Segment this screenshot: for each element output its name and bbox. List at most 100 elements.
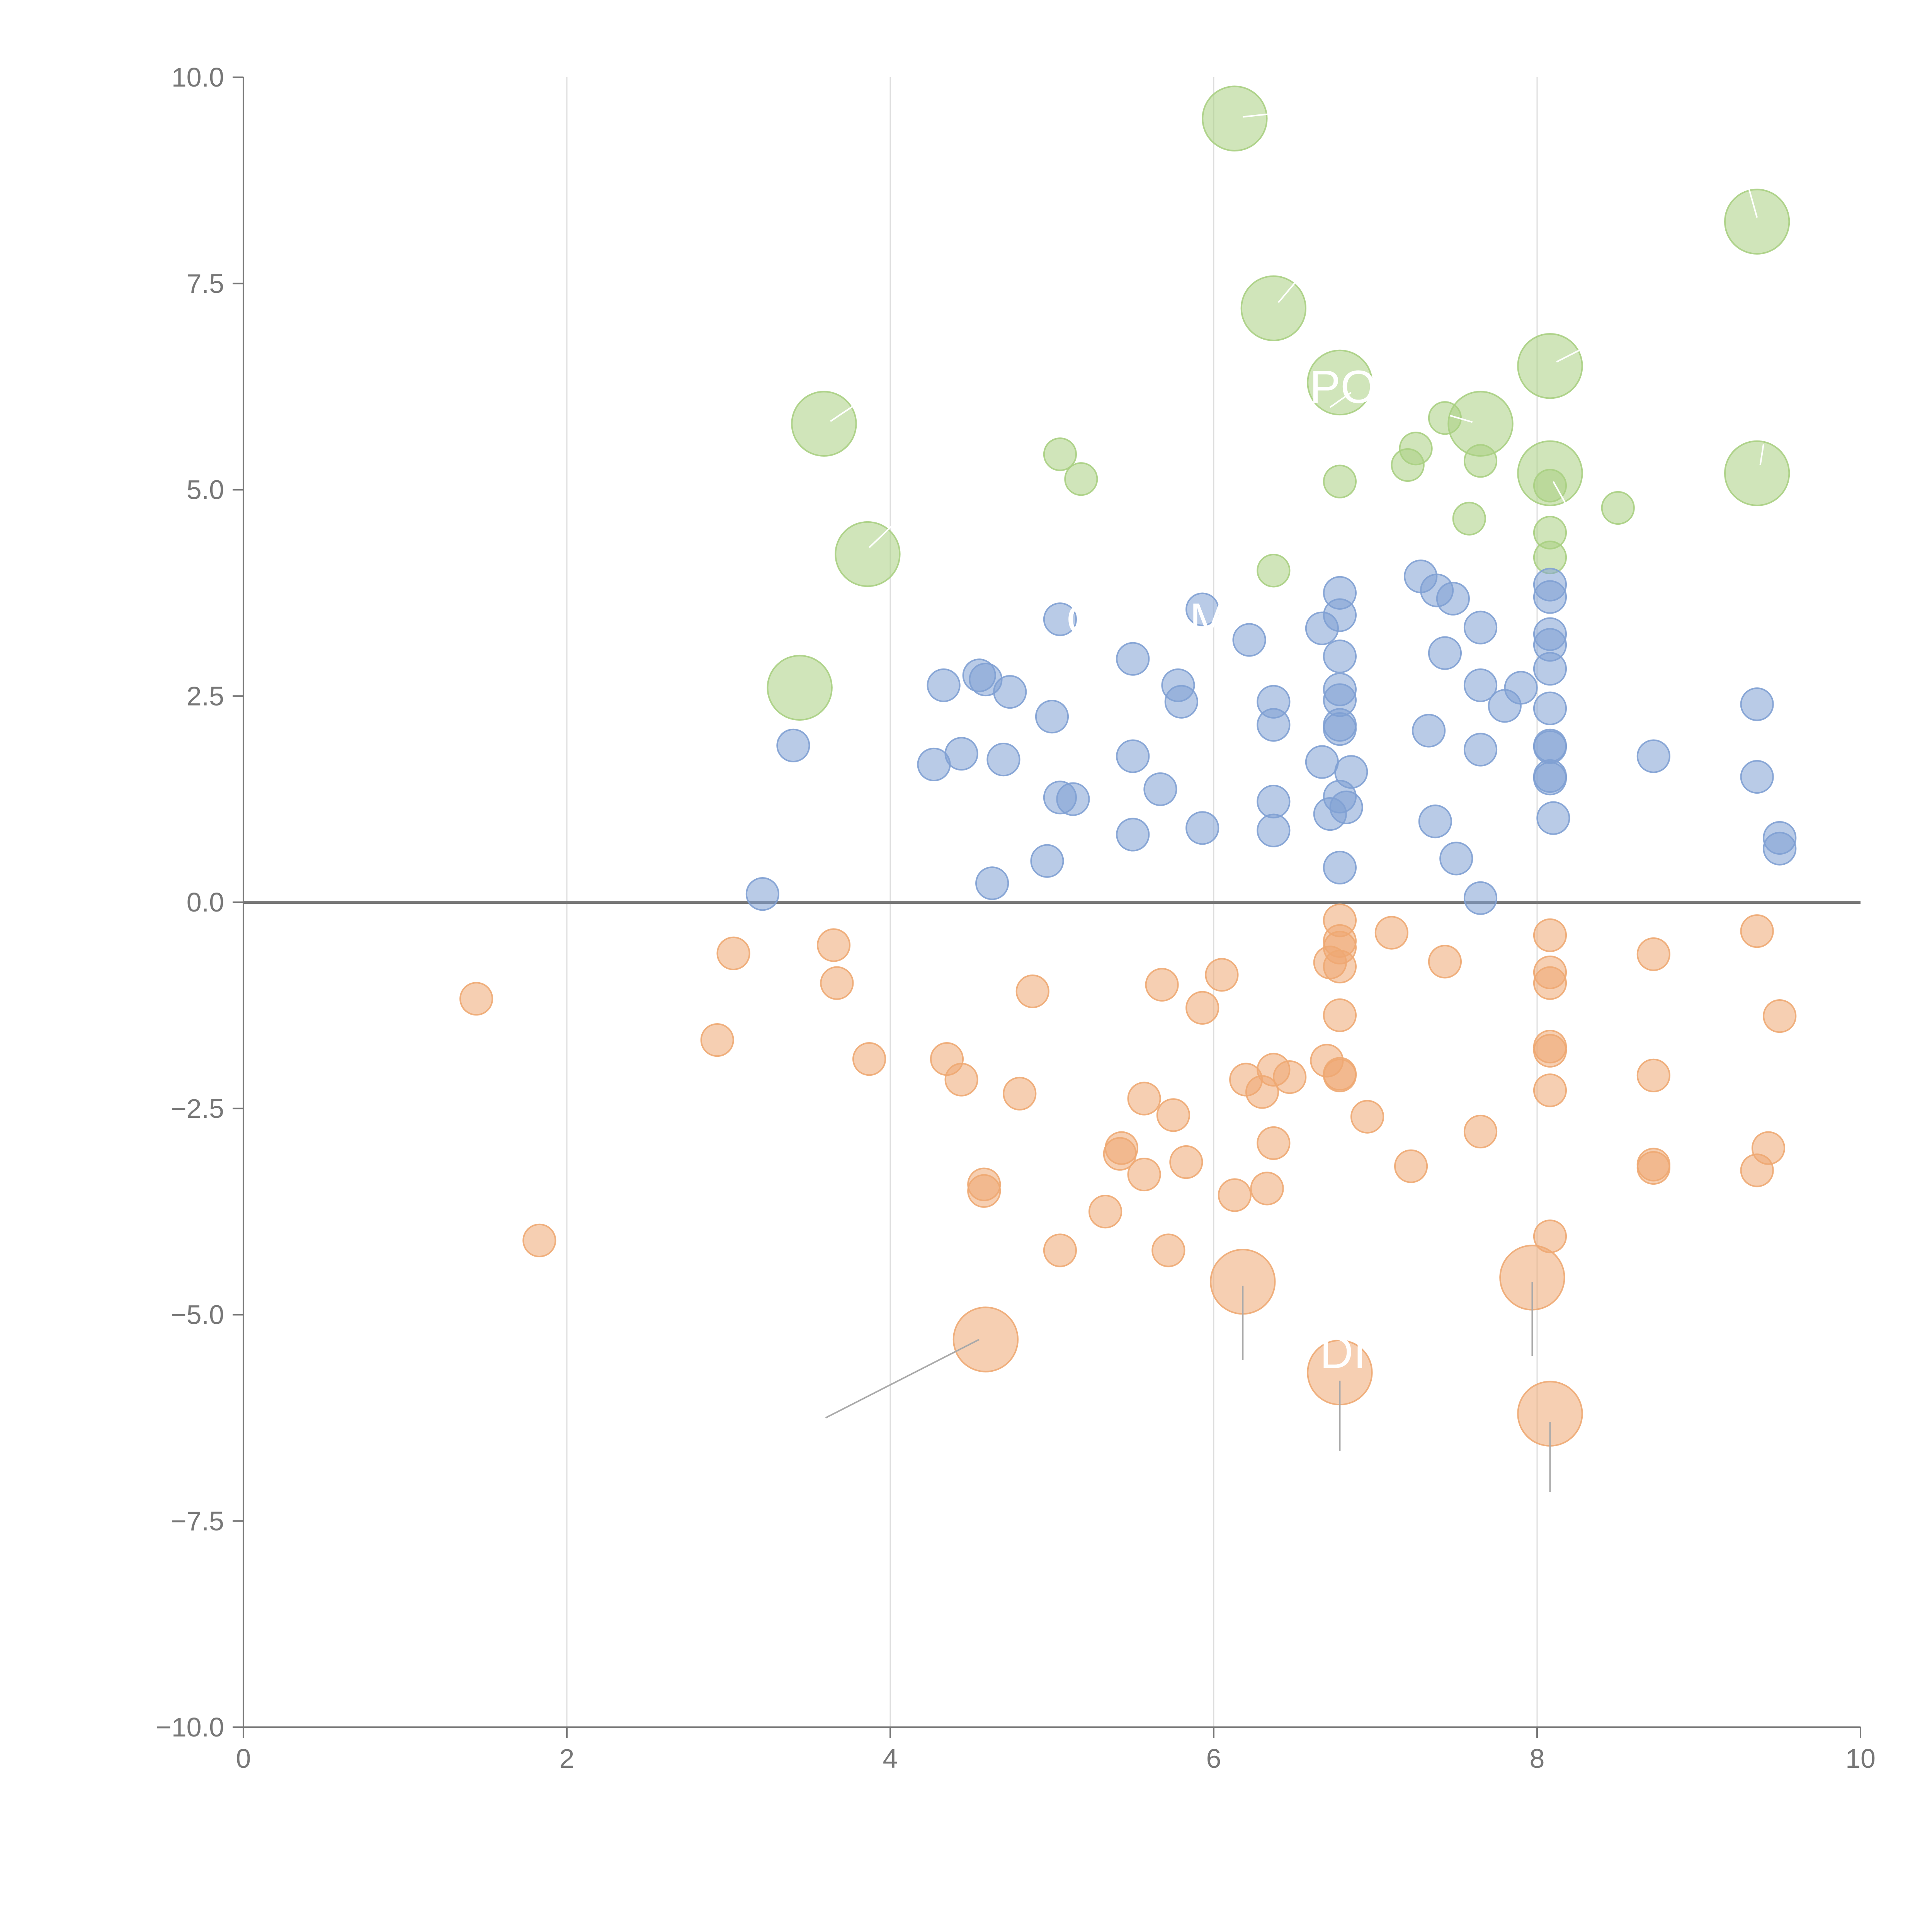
green-bubble bbox=[1724, 440, 1790, 507]
blue-bubble bbox=[1740, 687, 1774, 721]
y-tick-label: −7.5 bbox=[171, 1506, 224, 1536]
blue-bubble bbox=[1257, 708, 1291, 742]
orange-bubble bbox=[700, 1023, 734, 1057]
x-tick-label: 0 bbox=[236, 1743, 251, 1774]
blue-bubble bbox=[975, 866, 1009, 900]
orange-bubble bbox=[1740, 914, 1774, 948]
y-tick-label: 2.5 bbox=[187, 681, 224, 711]
leader-line bbox=[1556, 349, 1581, 363]
orange-bubble bbox=[1374, 916, 1408, 950]
blue-bubble bbox=[1533, 730, 1567, 764]
blue-bubble bbox=[1035, 700, 1069, 734]
green-bubble bbox=[1257, 554, 1291, 588]
x-tick-label: 6 bbox=[1206, 1743, 1221, 1774]
axes: 0 2 4 6 8 10 10.0 7.5 5.0 2.5 0.0 −2.5 −5.0 −7.5 −10.0 bbox=[156, 62, 1876, 1774]
orange-bubble bbox=[1636, 937, 1670, 971]
blue-bubble bbox=[1533, 652, 1567, 686]
leader-line bbox=[1243, 112, 1274, 118]
blue-bubble bbox=[1439, 842, 1473, 876]
green-bubble bbox=[1724, 189, 1790, 255]
blue-bubble bbox=[1185, 811, 1219, 845]
orange-bubble bbox=[1350, 1100, 1384, 1134]
y-tick-label: −5.0 bbox=[171, 1300, 224, 1330]
blue-bubble bbox=[1305, 745, 1339, 779]
orange-bubble bbox=[1533, 1073, 1567, 1107]
orange-bubble bbox=[1763, 999, 1797, 1033]
blue-bubble bbox=[776, 728, 810, 762]
green-bubble bbox=[1601, 491, 1635, 525]
y-tick-label: 7.5 bbox=[187, 269, 224, 299]
green-bubble bbox=[1323, 464, 1357, 498]
blue-bubble bbox=[1536, 801, 1570, 835]
blue-bubble bbox=[1257, 813, 1291, 847]
blue-bubble bbox=[1232, 623, 1266, 657]
orange-bubble bbox=[1245, 1075, 1279, 1109]
blue-bubble bbox=[986, 743, 1020, 777]
orange-bubble bbox=[820, 966, 854, 1000]
orange-bubble bbox=[1740, 1153, 1774, 1187]
green-bubble bbox=[1240, 275, 1307, 341]
green-bubble bbox=[1517, 333, 1583, 399]
blue-bubble bbox=[1533, 691, 1567, 725]
bubble-label: O bbox=[1066, 594, 1102, 646]
y-tick-label: 0.0 bbox=[187, 887, 224, 917]
blue-bubble bbox=[1164, 685, 1198, 719]
orange-bubble bbox=[1533, 1034, 1567, 1068]
x-tick-label: 4 bbox=[883, 1743, 898, 1774]
green-bubble bbox=[835, 521, 901, 587]
blue-bubble bbox=[1463, 668, 1498, 702]
green-bubble bbox=[1452, 502, 1486, 536]
orange-bubble bbox=[1257, 1126, 1291, 1160]
leader-line bbox=[830, 400, 862, 422]
blue-bubble bbox=[1257, 784, 1291, 819]
green-bubble bbox=[1043, 437, 1077, 471]
bubble-labels: PO O M DI bbox=[1066, 361, 1377, 1378]
bubble-label: M bbox=[1189, 594, 1228, 646]
blue-bubble bbox=[1043, 602, 1077, 636]
orange-bubble bbox=[1127, 1082, 1161, 1116]
orange-bubble bbox=[1127, 1157, 1161, 1192]
blue-bubble bbox=[1323, 639, 1357, 673]
green-bubble bbox=[1307, 349, 1373, 416]
green-bubble bbox=[1463, 444, 1498, 478]
orange-bubble bbox=[1145, 968, 1179, 1002]
green-bubble bbox=[767, 655, 833, 721]
blue-bubble bbox=[1116, 642, 1150, 676]
blue-bubble bbox=[1418, 804, 1452, 838]
orange-bubble bbox=[1533, 966, 1567, 1000]
blue-bubble bbox=[993, 675, 1027, 709]
orange-bubble bbox=[944, 1063, 978, 1097]
leader-line bbox=[1553, 481, 1570, 511]
orange-bubble bbox=[852, 1042, 886, 1076]
blue-bubble bbox=[1463, 881, 1498, 915]
y-tick-label: 10.0 bbox=[172, 62, 224, 92]
blue-bubble bbox=[1116, 818, 1150, 852]
orange-bubble bbox=[1043, 1233, 1077, 1267]
blue-bubble bbox=[1636, 739, 1670, 773]
leader-line bbox=[1277, 279, 1299, 303]
green-bubble bbox=[1064, 462, 1098, 496]
x-tick-label: 10 bbox=[1845, 1743, 1876, 1774]
orange-bubble bbox=[967, 1174, 1001, 1208]
orange-bubble bbox=[1394, 1149, 1428, 1183]
x-tick-label: 2 bbox=[560, 1743, 575, 1774]
blue-bubble bbox=[1436, 582, 1470, 616]
leader-line bbox=[869, 524, 894, 548]
blue-bubble bbox=[917, 747, 951, 782]
bubbles bbox=[459, 85, 1797, 1447]
blue-bubble bbox=[1763, 832, 1797, 866]
green-bubble bbox=[1533, 469, 1567, 503]
orange-bubble bbox=[1323, 949, 1357, 984]
orange-bubble bbox=[1003, 1077, 1037, 1111]
orange-bubble bbox=[459, 982, 493, 1016]
orange-bubble bbox=[1636, 1151, 1670, 1185]
orange-bubble bbox=[1463, 1114, 1498, 1149]
blue-bubble bbox=[1463, 733, 1498, 767]
leader-line bbox=[1759, 444, 1764, 465]
blue-bubble bbox=[1740, 760, 1774, 794]
blue-bubble bbox=[1056, 782, 1090, 816]
orange-bubble bbox=[816, 928, 851, 962]
blue-bubble bbox=[1313, 797, 1347, 831]
orange-bubble bbox=[1185, 991, 1219, 1025]
